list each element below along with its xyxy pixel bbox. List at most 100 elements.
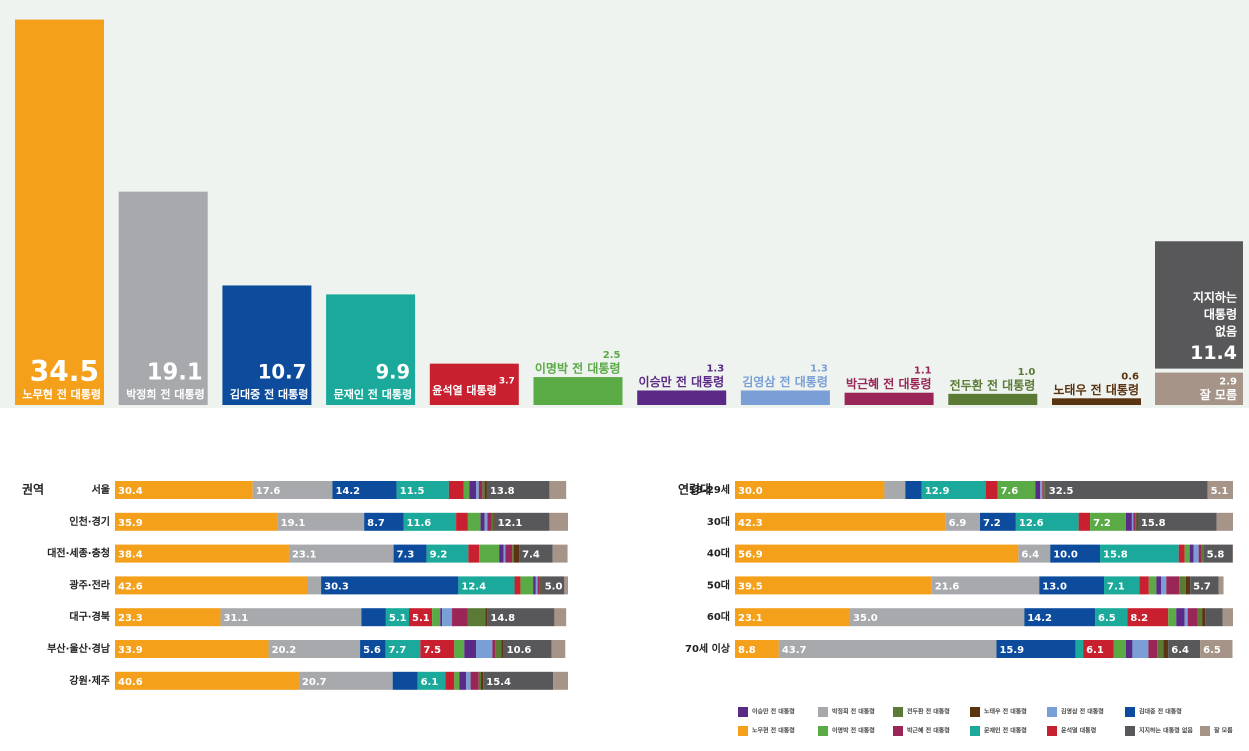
segment-label: 5.1 bbox=[412, 613, 430, 624]
segment-label: 7.4 bbox=[522, 550, 540, 561]
stack-segment bbox=[484, 512, 488, 531]
stack-segment bbox=[735, 481, 885, 499]
bar bbox=[429, 363, 519, 405]
legend-label: 박정희 전 대통령 bbox=[832, 708, 875, 716]
stack-segment bbox=[980, 512, 1016, 531]
segment-label: 33.9 bbox=[118, 645, 143, 656]
stack-segment bbox=[442, 608, 453, 627]
stack-segment bbox=[564, 576, 568, 595]
segment-label: 7.6 bbox=[1000, 486, 1018, 497]
stack-segment bbox=[1198, 544, 1202, 563]
stack-segment bbox=[1095, 608, 1128, 627]
segment-label: 6.5 bbox=[1203, 645, 1221, 656]
segment-label: 23.3 bbox=[118, 613, 143, 624]
stack-segment bbox=[115, 608, 221, 627]
segment-label: 5.8 bbox=[1207, 550, 1225, 561]
stack-segment bbox=[1045, 481, 1208, 499]
stack-segment bbox=[503, 640, 552, 658]
stack-segment bbox=[491, 512, 494, 531]
stack-segment bbox=[476, 481, 479, 499]
bar-value: 9.9 bbox=[376, 361, 410, 384]
segment-label: 23.1 bbox=[738, 613, 763, 624]
stack-segment bbox=[735, 576, 932, 595]
stack-segment bbox=[1039, 576, 1105, 595]
segment-label: 7.2 bbox=[983, 518, 1001, 529]
segment-label: 8.7 bbox=[367, 518, 385, 529]
stack-segment bbox=[1179, 576, 1186, 595]
stack-segment bbox=[480, 512, 485, 531]
segment-label: 7.7 bbox=[388, 645, 406, 656]
stack-segment bbox=[393, 544, 427, 563]
row-label: 50대 bbox=[707, 578, 730, 591]
stack-segment bbox=[945, 512, 981, 531]
bar bbox=[740, 390, 830, 405]
bar-value: 1.0 bbox=[1018, 367, 1036, 378]
row-label: 대구·경북 bbox=[69, 610, 110, 623]
stack-segment bbox=[1113, 640, 1126, 658]
bar-value: 19.1 bbox=[147, 360, 203, 386]
stack-segment bbox=[1155, 372, 1243, 405]
stack-segment bbox=[921, 481, 986, 499]
row-label: 40대 bbox=[707, 547, 730, 560]
stack-segment bbox=[470, 671, 479, 690]
bar-value: 2.5 bbox=[603, 350, 621, 361]
stack-segment bbox=[478, 481, 483, 499]
stack-segment bbox=[1104, 576, 1140, 595]
segment-label: 5.6 bbox=[363, 645, 381, 656]
stack-segment bbox=[554, 608, 567, 627]
stack-segment bbox=[364, 512, 404, 531]
segment-label: 39.5 bbox=[738, 581, 763, 592]
stack-segment bbox=[467, 512, 481, 531]
bar bbox=[15, 19, 104, 405]
segment-label: 8.8 bbox=[738, 645, 756, 656]
segment-label: 19.1 bbox=[281, 518, 306, 529]
stack-segment bbox=[551, 640, 566, 658]
stack-segment bbox=[931, 576, 1040, 595]
segment-label: 8.2 bbox=[1130, 613, 1148, 624]
bar-value: 1.3 bbox=[810, 363, 828, 374]
stack-segment bbox=[1083, 640, 1114, 658]
stack-segment bbox=[735, 544, 1019, 563]
segment-label: 6.1 bbox=[421, 677, 439, 688]
stack-segment bbox=[321, 576, 459, 595]
legend-label: 문재인 전 대통령 bbox=[984, 727, 1027, 735]
stack-segment bbox=[553, 671, 568, 690]
bar-value: 0.6 bbox=[1121, 371, 1139, 382]
stack-segment bbox=[1042, 481, 1044, 499]
row-label: 인천·경기 bbox=[69, 515, 110, 528]
stack-segment bbox=[1187, 608, 1198, 627]
legend-swatch bbox=[738, 726, 748, 736]
row-label: 30대 bbox=[707, 515, 730, 528]
bar bbox=[533, 377, 623, 405]
bar bbox=[326, 294, 416, 405]
legend-swatch bbox=[1200, 726, 1210, 736]
segment-label: 20.2 bbox=[272, 645, 297, 656]
stack-segment bbox=[735, 608, 851, 627]
stack-segment bbox=[1193, 544, 1199, 563]
stack-segment bbox=[467, 608, 486, 627]
segment-label: 12.1 bbox=[498, 518, 523, 529]
stack-segment bbox=[850, 608, 1025, 627]
stack-segment bbox=[1156, 576, 1162, 595]
stack-segment bbox=[1184, 544, 1190, 563]
stack-segment bbox=[1131, 512, 1134, 531]
stack-segment bbox=[458, 576, 515, 595]
stack-segment bbox=[1050, 544, 1101, 563]
stack-segment bbox=[1216, 512, 1233, 531]
legend-swatch bbox=[738, 707, 748, 717]
stack-segment bbox=[514, 576, 521, 595]
segment-label: 17.6 bbox=[256, 486, 281, 497]
stack-segment bbox=[1202, 608, 1206, 627]
stack-segment bbox=[549, 481, 567, 499]
segment-label: 31.1 bbox=[224, 613, 249, 624]
bar bbox=[948, 393, 1038, 405]
stack-segment bbox=[468, 544, 480, 563]
stack-segment bbox=[492, 640, 496, 658]
bar bbox=[844, 392, 934, 405]
stack-segment bbox=[1024, 608, 1096, 627]
segment-value: 11.4 bbox=[1190, 342, 1237, 364]
segment-label: 잘 모름 bbox=[1200, 387, 1237, 402]
stack-segment bbox=[360, 640, 386, 658]
stack-segment bbox=[459, 671, 467, 690]
stack-segment bbox=[1078, 512, 1091, 531]
